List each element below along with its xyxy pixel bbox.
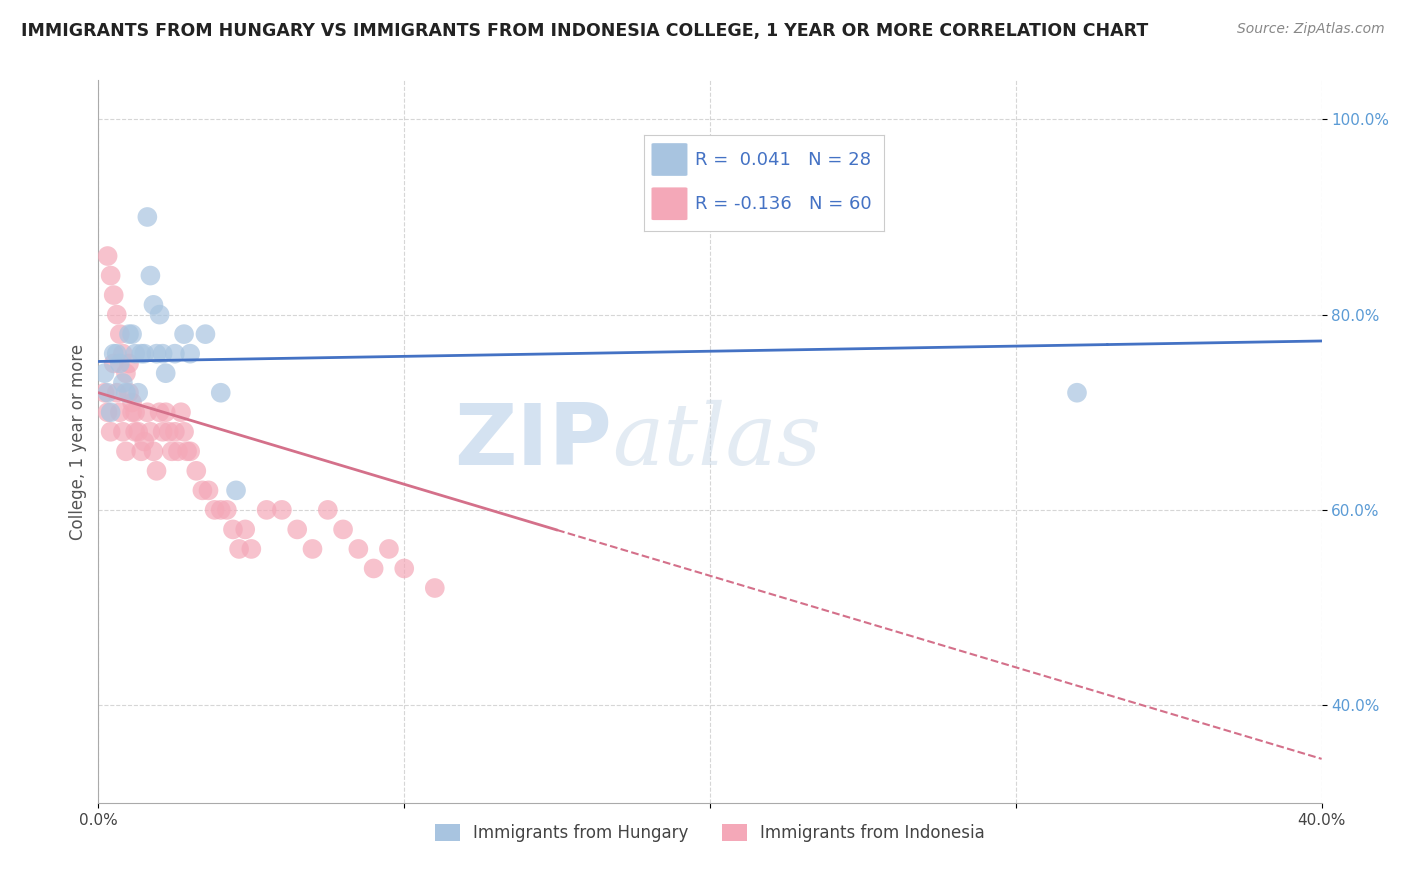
Text: ZIP: ZIP [454,400,612,483]
Point [121,395,143,409]
Point [225,483,247,498]
Point [191,483,214,498]
Point [155,366,177,380]
Point [121,405,143,419]
Point [152,425,174,439]
Point [111,376,134,390]
Point [149,308,172,322]
Point [378,541,401,556]
Point [209,503,232,517]
Point [103,288,125,302]
Point [179,444,201,458]
Point [256,503,278,517]
Point [100,405,122,419]
Point [316,503,339,517]
Point [163,346,186,360]
Point [186,464,208,478]
Point [215,503,238,517]
Point [363,561,385,575]
Text: R = -0.136   N = 60: R = -0.136 N = 60 [695,194,872,213]
Point [270,503,292,517]
Point [121,327,143,342]
Point [124,346,146,360]
Point [127,385,149,400]
Point [105,346,128,360]
Point [347,541,370,556]
Point [228,541,250,556]
Point [108,356,131,370]
Point [233,523,256,537]
Point [145,346,167,360]
Point [157,425,180,439]
Point [100,268,122,283]
Point [160,444,183,458]
Point [139,425,162,439]
Point [108,327,131,342]
Point [173,327,195,342]
Point [134,434,156,449]
Point [142,444,165,458]
Point [108,405,131,419]
Point [209,385,232,400]
Point [118,327,141,342]
Text: IMMIGRANTS FROM HUNGARY VS IMMIGRANTS FROM INDONESIA COLLEGE, 1 YEAR OR MORE COR: IMMIGRANTS FROM HUNGARY VS IMMIGRANTS FR… [21,22,1149,40]
Point [179,346,201,360]
Point [194,327,217,342]
Point [93,385,115,400]
FancyBboxPatch shape [651,144,688,176]
Point [93,366,115,380]
Point [124,425,146,439]
Point [170,405,193,419]
Point [111,346,134,360]
Point [105,308,128,322]
Point [332,523,354,537]
Point [115,366,138,380]
Point [97,249,120,263]
Point [134,346,156,360]
Point [129,346,152,360]
Point [145,464,167,478]
Point [167,444,190,458]
Point [136,405,159,419]
Y-axis label: College, 1 year or more: College, 1 year or more [69,343,87,540]
Point [149,405,172,419]
Point [136,210,159,224]
Legend: Immigrants from Hungary, Immigrants from Indonesia: Immigrants from Hungary, Immigrants from… [429,817,991,848]
Point [155,405,177,419]
Point [105,385,128,400]
Text: atlas: atlas [612,401,821,483]
Point [139,268,162,283]
Point [118,385,141,400]
Point [222,523,245,537]
Text: R =  0.041   N = 28: R = 0.041 N = 28 [695,151,870,169]
Point [142,298,165,312]
Point [100,425,122,439]
Point [152,346,174,360]
Point [97,385,120,400]
Point [127,425,149,439]
Point [163,425,186,439]
Point [115,444,138,458]
Point [115,385,138,400]
Point [129,444,152,458]
Point [103,346,125,360]
Point [97,405,120,419]
Point [301,541,323,556]
Point [1066,385,1088,400]
Point [124,405,146,419]
Point [118,356,141,370]
Point [173,425,195,439]
Point [240,541,263,556]
Point [197,483,219,498]
FancyBboxPatch shape [651,187,688,220]
Point [103,356,125,370]
Point [423,581,446,595]
Point [176,444,198,458]
Point [285,523,308,537]
Point [111,425,134,439]
Point [204,503,226,517]
Text: Source: ZipAtlas.com: Source: ZipAtlas.com [1237,22,1385,37]
Point [392,561,416,575]
